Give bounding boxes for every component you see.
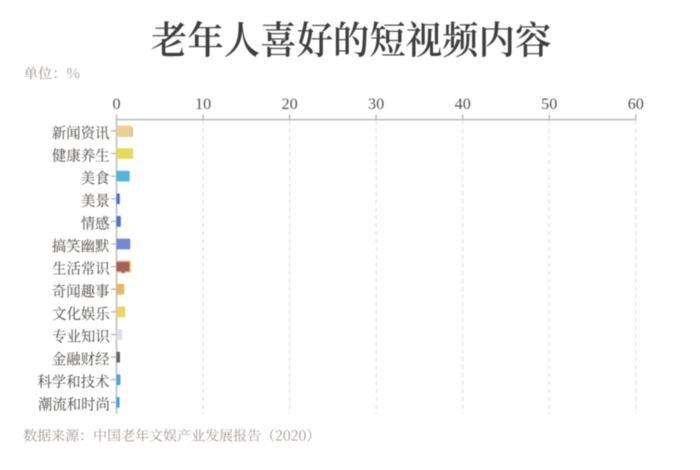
svg-text:20: 20	[282, 95, 298, 113]
svg-text:40: 40	[455, 95, 471, 113]
svg-text:50: 50	[541, 95, 557, 113]
svg-text:30: 30	[368, 95, 384, 113]
svg-text:10: 10	[195, 95, 211, 113]
svg-text:60: 60	[628, 95, 644, 113]
svg-text:0: 0	[112, 95, 120, 113]
